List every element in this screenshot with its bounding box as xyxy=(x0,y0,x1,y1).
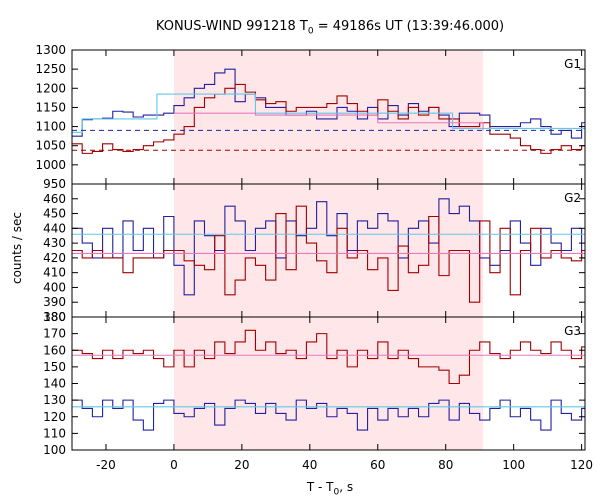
panel-G1-series-1 xyxy=(72,83,585,154)
panel-G3-ytick-label: 160 xyxy=(43,343,66,357)
panel-G3-ytick-label: 150 xyxy=(43,360,66,374)
panel-G1-series-2 xyxy=(72,93,585,133)
panel-G1-ytick-label: 1000 xyxy=(35,158,66,172)
panel-G2-label: G2 xyxy=(564,191,581,205)
x-tick-label: 40 xyxy=(302,458,317,472)
panel-G1-ytick-label: 1100 xyxy=(35,120,66,134)
x-tick-label: 60 xyxy=(370,458,385,472)
panel-G1-ytick-label: 1050 xyxy=(35,139,66,153)
panel-G2-ytick-label: 410 xyxy=(43,266,66,280)
panel-G1-series-3 xyxy=(173,112,484,131)
panel-G3-ytick-label: 180 xyxy=(43,310,66,324)
panel-G3-series-1 xyxy=(72,399,585,431)
y-axis-label: counts / sec xyxy=(10,212,24,285)
panel-G2-ytick-label: 450 xyxy=(43,207,66,221)
x-tick-label: -20 xyxy=(96,458,116,472)
panel-G2-ytick-label: 420 xyxy=(43,251,66,265)
panel-G1-series-0 xyxy=(72,68,585,139)
panel-G2-ytick-label: 400 xyxy=(43,280,66,294)
panel-G2-ytick-label: 380 xyxy=(43,310,66,324)
panel-G3-ytick-label: 110 xyxy=(43,426,66,440)
panel-G3-series-0 xyxy=(72,329,585,385)
panel-G1-ytick-label: 1300 xyxy=(35,43,66,57)
panel-G1-ytick-label: 1200 xyxy=(35,81,66,95)
shaded-interval xyxy=(173,50,484,450)
panel-G3-ytick-label: 100 xyxy=(43,443,66,457)
panel-G1-label: G1 xyxy=(564,57,581,71)
panel-G2-ytick-label: 390 xyxy=(43,295,66,309)
panel-G3-ytick-label: 130 xyxy=(43,393,66,407)
panel-G2-ytick-label: 440 xyxy=(43,221,66,235)
x-tick-label: 100 xyxy=(502,458,525,472)
panel-G1-ytick-label: 1250 xyxy=(35,62,66,76)
panel-G3-ytick-label: 120 xyxy=(43,410,66,424)
x-tick-label: 120 xyxy=(570,458,593,472)
x-tick-label: 80 xyxy=(438,458,453,472)
x-tick-label: 20 xyxy=(234,458,249,472)
panel-G1-ytick-label: 1150 xyxy=(35,100,66,114)
panel-G1-ytick-label: 950 xyxy=(43,177,66,191)
x-axis-label: T - T0, s xyxy=(306,480,354,498)
panel-G2-ytick-label: 460 xyxy=(43,192,66,206)
panel-G3-ytick-label: 140 xyxy=(43,377,66,391)
panel-G3-label: G3 xyxy=(564,324,581,338)
panel-G3-ytick-label: 170 xyxy=(43,327,66,341)
chart-title: KONUS-WIND 991218 T0 = 49186s UT (13:39:… xyxy=(155,19,505,37)
panel-G2-series-1 xyxy=(72,205,585,303)
panel-G2-ytick-label: 430 xyxy=(43,236,66,250)
x-tick-label: 0 xyxy=(170,458,178,472)
